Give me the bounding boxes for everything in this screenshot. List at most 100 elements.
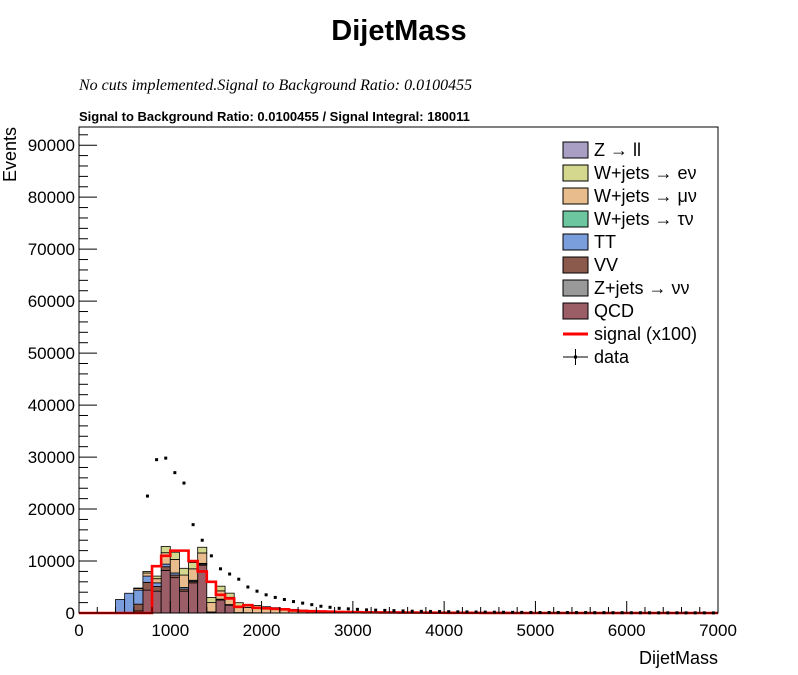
- data-point: [401, 609, 405, 613]
- bar: [242, 607, 253, 614]
- bar: [169, 577, 180, 614]
- chart-subtitle: No cuts implemented.Signal to Background…: [78, 77, 472, 94]
- data-point: [237, 577, 241, 581]
- y-tick-label: 20000: [28, 500, 75, 519]
- legend-entry: W+jets → μν: [562, 186, 697, 206]
- y-tick-label: 90000: [28, 136, 75, 155]
- legend-entry: W+jets → eν: [562, 163, 697, 183]
- bar: [133, 603, 144, 612]
- plot-frame: [78, 126, 719, 614]
- bar: [179, 590, 189, 614]
- legend-swatch: [562, 256, 589, 274]
- data-point: [355, 607, 359, 611]
- legend-label: W+jets → μν: [594, 186, 697, 206]
- legend-label: signal (x100): [594, 324, 697, 344]
- bar: [160, 569, 171, 614]
- legend-swatch: [562, 210, 589, 228]
- x-tick-label: 1000: [151, 621, 189, 640]
- legend-swatch: [562, 164, 589, 182]
- data-point: [273, 595, 277, 599]
- data-point: [501, 610, 505, 614]
- y-tick-label: 0: [66, 604, 75, 623]
- legend-label: W+jets → eν: [594, 163, 697, 183]
- data-point: [173, 471, 177, 475]
- legend-entry: QCD: [562, 301, 634, 321]
- bar: [179, 567, 189, 576]
- bar: [160, 546, 171, 554]
- data-point: [547, 610, 551, 614]
- data-point: [511, 610, 515, 614]
- legend-entry: VV: [562, 255, 618, 275]
- legend-label: Z+jets → νν: [594, 278, 690, 298]
- bar: [215, 585, 226, 592]
- x-tick-label: 5000: [517, 621, 555, 640]
- data-point: [282, 597, 286, 601]
- legend-label: Z → ll: [594, 140, 641, 160]
- legend-entry: signal (x100): [563, 324, 697, 344]
- data-point: [392, 609, 396, 613]
- data-point: [383, 608, 387, 612]
- data-point: [483, 610, 487, 614]
- bar: [169, 551, 180, 560]
- legend-entry: TT: [562, 232, 616, 252]
- bar: [115, 599, 126, 614]
- legend-label: VV: [594, 255, 618, 275]
- data-point: [228, 572, 232, 576]
- bar: [197, 552, 208, 564]
- legend-entry: Z → ll: [562, 140, 641, 160]
- data-point: [365, 608, 369, 612]
- data-point: [209, 554, 213, 558]
- legend-label: QCD: [594, 301, 634, 321]
- data-point: [218, 567, 222, 571]
- x-tick-label: 0: [74, 621, 83, 640]
- bar: [142, 589, 153, 614]
- legend-entry: Z+jets → νν: [562, 278, 690, 298]
- data-point: [428, 609, 432, 613]
- x-tick-label: 6000: [608, 621, 646, 640]
- data-point: [246, 585, 250, 589]
- bar: [160, 552, 171, 565]
- legend-swatch: [562, 279, 589, 297]
- x-tick-label: 2000: [243, 621, 281, 640]
- y-tick-label: 40000: [28, 396, 75, 415]
- y-tick-label: 80000: [28, 188, 75, 207]
- legend-swatch: [562, 141, 589, 159]
- data-point: [164, 456, 168, 460]
- y-tick-label: 30000: [28, 448, 75, 467]
- bar: [133, 587, 144, 589]
- data-point: [538, 610, 542, 614]
- legend-entry: data: [563, 347, 630, 367]
- bar: [188, 582, 199, 614]
- bar: [197, 546, 208, 554]
- legend: Z → ll W+jets → eν W+jets → μν W+jets → τν T…: [562, 140, 697, 367]
- data-point: [191, 523, 195, 527]
- data-point: [520, 610, 524, 614]
- legend-swatch: [574, 355, 577, 359]
- bar: [124, 592, 135, 614]
- bar: [215, 599, 226, 614]
- x-axis-ticks: 0 1000 2000 3000 4000 5000 6000 7000: [74, 601, 737, 640]
- x-tick-label: 4000: [425, 621, 463, 640]
- chart-header: Signal to Background Ratio: 0.0100455 / …: [79, 109, 470, 124]
- data-point: [292, 600, 296, 604]
- y-tick-label: 10000: [28, 552, 75, 571]
- bar: [142, 575, 153, 583]
- data-point: [145, 494, 149, 498]
- bar: [142, 571, 153, 574]
- legend-swatch: [562, 302, 589, 320]
- bar: [206, 597, 217, 604]
- x-axis-label: DijetMass: [639, 648, 718, 668]
- bar: [188, 568, 199, 581]
- data-point: [465, 610, 469, 614]
- y-tick-label: 60000: [28, 292, 75, 311]
- data-point: [155, 458, 159, 462]
- data-point: [328, 605, 332, 609]
- y-tick-label: 50000: [28, 344, 75, 363]
- y-tick-label: 70000: [28, 240, 75, 259]
- data-points: [145, 456, 715, 615]
- legend-label: data: [594, 347, 630, 367]
- bar: [151, 586, 162, 592]
- bar: [206, 602, 217, 613]
- data-point: [438, 610, 442, 614]
